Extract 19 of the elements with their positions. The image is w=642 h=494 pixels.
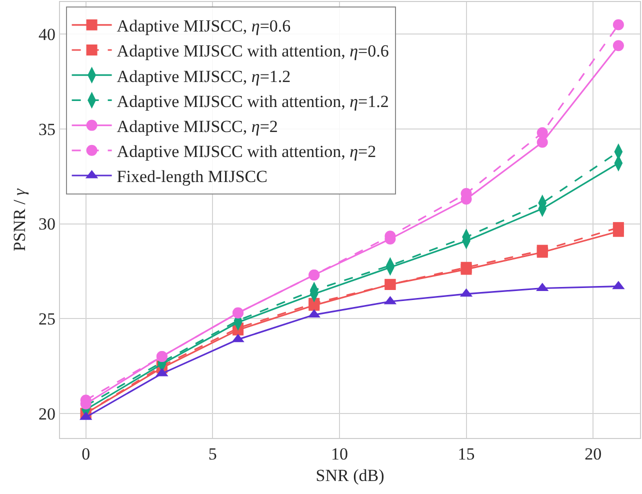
- legend-label: Adaptive MIJSCC, η=2: [116, 116, 278, 136]
- y-axis-title: PSNR / γ: [10, 187, 30, 252]
- legend-label: Adaptive MIJSCC, η=0.6: [116, 16, 291, 36]
- legend-label: Adaptive MIJSCC with attention, η=0.6: [116, 42, 389, 61]
- y-tick-label: 20: [38, 404, 56, 424]
- y-tick-label: 35: [38, 120, 56, 139]
- y-tick-label: 25: [38, 310, 56, 329]
- x-tick-label: 0: [82, 444, 90, 464]
- y-tick-label: 30: [38, 214, 56, 234]
- legend-label: Adaptive MIJSCC, η=1.2: [116, 66, 291, 86]
- legend-label: Fixed-length MIJSCC: [116, 167, 268, 186]
- x-tick-label: 20: [584, 444, 602, 464]
- legend-label: Adaptive MIJSCC with attention, η=2: [116, 142, 376, 162]
- x-tick-label: 5: [208, 444, 217, 464]
- legend-label: Adaptive MIJSCC with attention, η=1.2: [116, 92, 389, 111]
- x-axis-title: SNR (dB): [316, 466, 384, 485]
- x-tick-label: 15: [458, 444, 475, 464]
- y-tick-label: 40: [38, 25, 56, 44]
- x-tick-label: 10: [330, 444, 348, 464]
